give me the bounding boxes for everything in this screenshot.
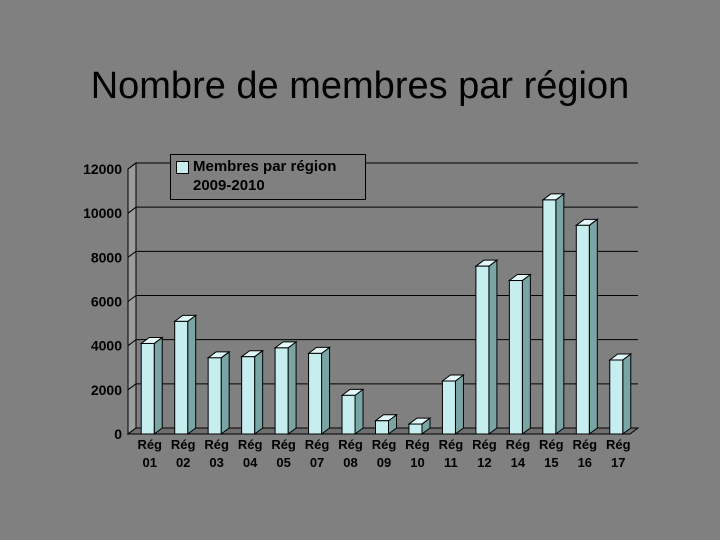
bar-side	[555, 192, 565, 435]
x-tick-label: 16	[578, 455, 592, 470]
x-tick-label: 05	[276, 455, 290, 470]
bar	[308, 352, 323, 435]
x-tick-label: 17	[611, 455, 625, 470]
bar-side	[254, 349, 264, 435]
x-tick-label: 02	[176, 455, 190, 470]
x-tick-label: 10	[410, 455, 424, 470]
bar	[441, 380, 456, 435]
y-tick-label: 2000	[91, 382, 122, 398]
bar	[140, 342, 155, 435]
x-tick-label: Rég	[506, 437, 531, 452]
bar	[241, 356, 256, 435]
bar-side	[287, 340, 297, 435]
bar-side	[187, 314, 197, 435]
bar	[609, 359, 624, 435]
x-tick-label: 04	[243, 455, 258, 470]
gridline-depth	[127, 250, 137, 258]
y-tick-label: 6000	[91, 294, 122, 310]
gridline-depth	[127, 295, 137, 302]
x-tick-label: Rég	[238, 437, 263, 452]
x-tick-label: Rég	[171, 437, 196, 452]
x-tick-label: 09	[377, 455, 391, 470]
gridline-depth	[127, 339, 137, 347]
x-tick-label: Rég	[573, 437, 598, 452]
bar-side	[354, 388, 364, 435]
bar-side	[588, 218, 598, 435]
x-tick-label: Rég	[338, 437, 363, 452]
x-tick-label: 14	[511, 455, 526, 470]
gridline-depth	[127, 383, 137, 391]
x-tick-label: Rég	[606, 437, 631, 452]
chart-legend: Membres par région 2009-2010	[170, 154, 366, 200]
x-tick-label: 01	[142, 455, 156, 470]
x-tick-label: Rég	[472, 437, 497, 452]
x-tick-label: 12	[477, 455, 491, 470]
bar-side	[622, 353, 632, 435]
bar	[408, 423, 423, 435]
legend-swatch	[176, 161, 189, 174]
y-tick-label: 4000	[91, 338, 122, 354]
bar	[375, 420, 389, 435]
x-tick-label: 08	[343, 455, 357, 470]
x-tick-label: 07	[310, 455, 324, 470]
gridline-depth	[127, 162, 137, 170]
x-tick-label: Rég	[405, 437, 430, 452]
bar	[542, 199, 557, 435]
x-tick-label: Rég	[305, 437, 330, 452]
y-tick-label: 10000	[83, 205, 122, 221]
x-tick-label: Rég	[439, 437, 464, 452]
gridline-depth	[127, 206, 137, 214]
legend-label: Membres par région 2009-2010	[193, 158, 337, 194]
y-tick-label: 0	[114, 426, 122, 442]
x-tick-label: 15	[544, 455, 558, 470]
bar	[508, 280, 523, 435]
bar	[575, 224, 590, 435]
bar	[274, 347, 289, 435]
bar	[207, 357, 222, 435]
bar	[475, 265, 490, 435]
bar-side	[454, 374, 464, 435]
x-tick-label: 11	[444, 455, 458, 470]
x-tick-label: 03	[209, 455, 223, 470]
x-tick-label: Rég	[137, 437, 162, 452]
slide-title: Nombre de membres par région	[90, 65, 630, 107]
bar-side	[153, 336, 163, 435]
bar	[341, 394, 356, 435]
x-tick-label: Rég	[539, 437, 564, 452]
x-tick-label: Rég	[204, 437, 229, 452]
x-tick-label: Rég	[271, 437, 296, 452]
bar-side	[321, 346, 331, 435]
y-tick-label: 12000	[83, 161, 122, 177]
bar-side	[521, 273, 531, 435]
bar	[174, 320, 189, 435]
y-tick-label: 8000	[91, 249, 122, 265]
bar-side	[488, 259, 498, 435]
x-tick-label: Rég	[372, 437, 397, 452]
bar-side	[220, 350, 230, 435]
